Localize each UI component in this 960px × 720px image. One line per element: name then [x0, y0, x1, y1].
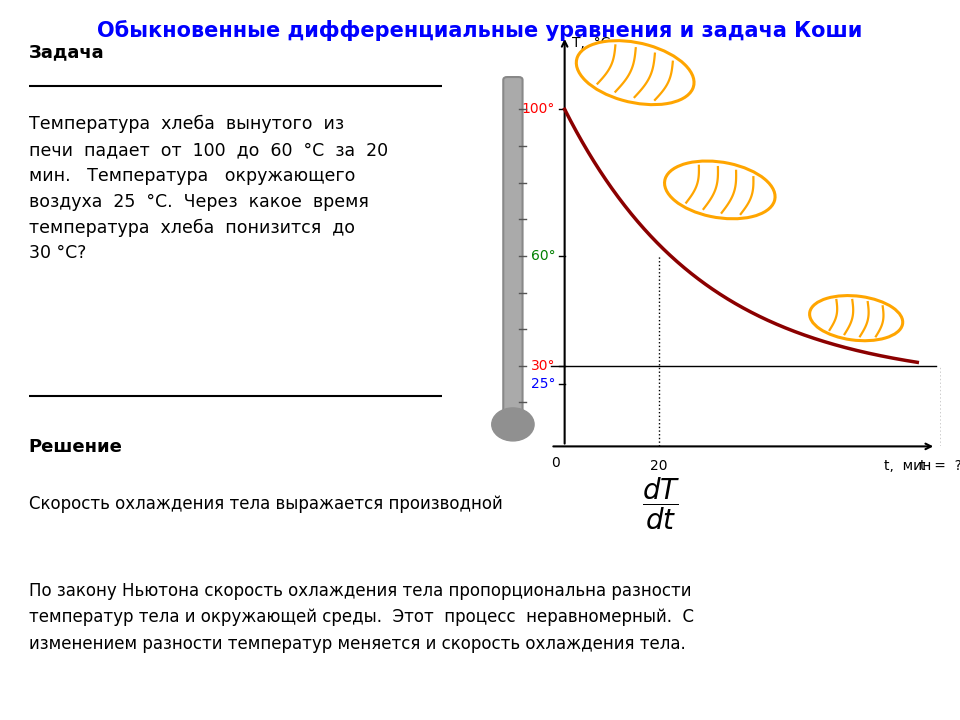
Ellipse shape — [809, 296, 902, 341]
FancyBboxPatch shape — [503, 77, 522, 413]
Text: 0: 0 — [551, 456, 560, 469]
Text: t  =  ?: t = ? — [921, 459, 960, 473]
Text: $\dfrac{dT}{dt}$: $\dfrac{dT}{dt}$ — [641, 475, 680, 532]
Text: 20: 20 — [650, 459, 667, 473]
Ellipse shape — [576, 40, 694, 104]
Text: Обыкновенные дифференциальные уравнения и задача Коши: Обыкновенные дифференциальные уравнения … — [97, 20, 863, 41]
Text: Решение: Решение — [29, 438, 123, 456]
Text: По закону Ньютона скорость охлаждения тела пропорциональна разности
температур т: По закону Ньютона скорость охлаждения те… — [29, 582, 694, 652]
Text: Скорость охлаждения тела выражается производной: Скорость охлаждения тела выражается прои… — [29, 495, 502, 513]
Text: 60°: 60° — [531, 249, 555, 263]
Text: Температура  хлеба  вынутого  из
печи  падает  от  100  до  60  °C  за  20
мин. : Температура хлеба вынутого из печи падае… — [29, 115, 388, 262]
Text: t,  мин: t, мин — [884, 459, 931, 473]
Text: T,  °C: T, °C — [572, 36, 610, 50]
Text: Задача: Задача — [29, 43, 105, 61]
Text: 25°: 25° — [531, 377, 555, 391]
Text: 30°: 30° — [531, 359, 555, 373]
Ellipse shape — [664, 161, 775, 219]
Circle shape — [492, 408, 534, 441]
Text: 100°: 100° — [522, 102, 555, 117]
